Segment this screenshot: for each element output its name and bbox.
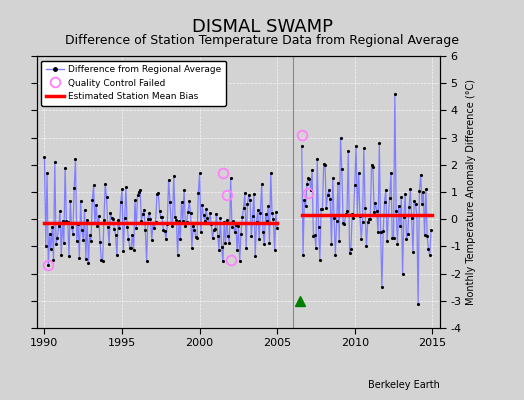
Y-axis label: Monthly Temperature Anomaly Difference (°C): Monthly Temperature Anomaly Difference (…	[466, 79, 476, 305]
Text: DISMAL SWAMP: DISMAL SWAMP	[191, 18, 333, 36]
Text: Berkeley Earth: Berkeley Earth	[368, 380, 440, 390]
Text: Difference of Station Temperature Data from Regional Average: Difference of Station Temperature Data f…	[65, 34, 459, 47]
